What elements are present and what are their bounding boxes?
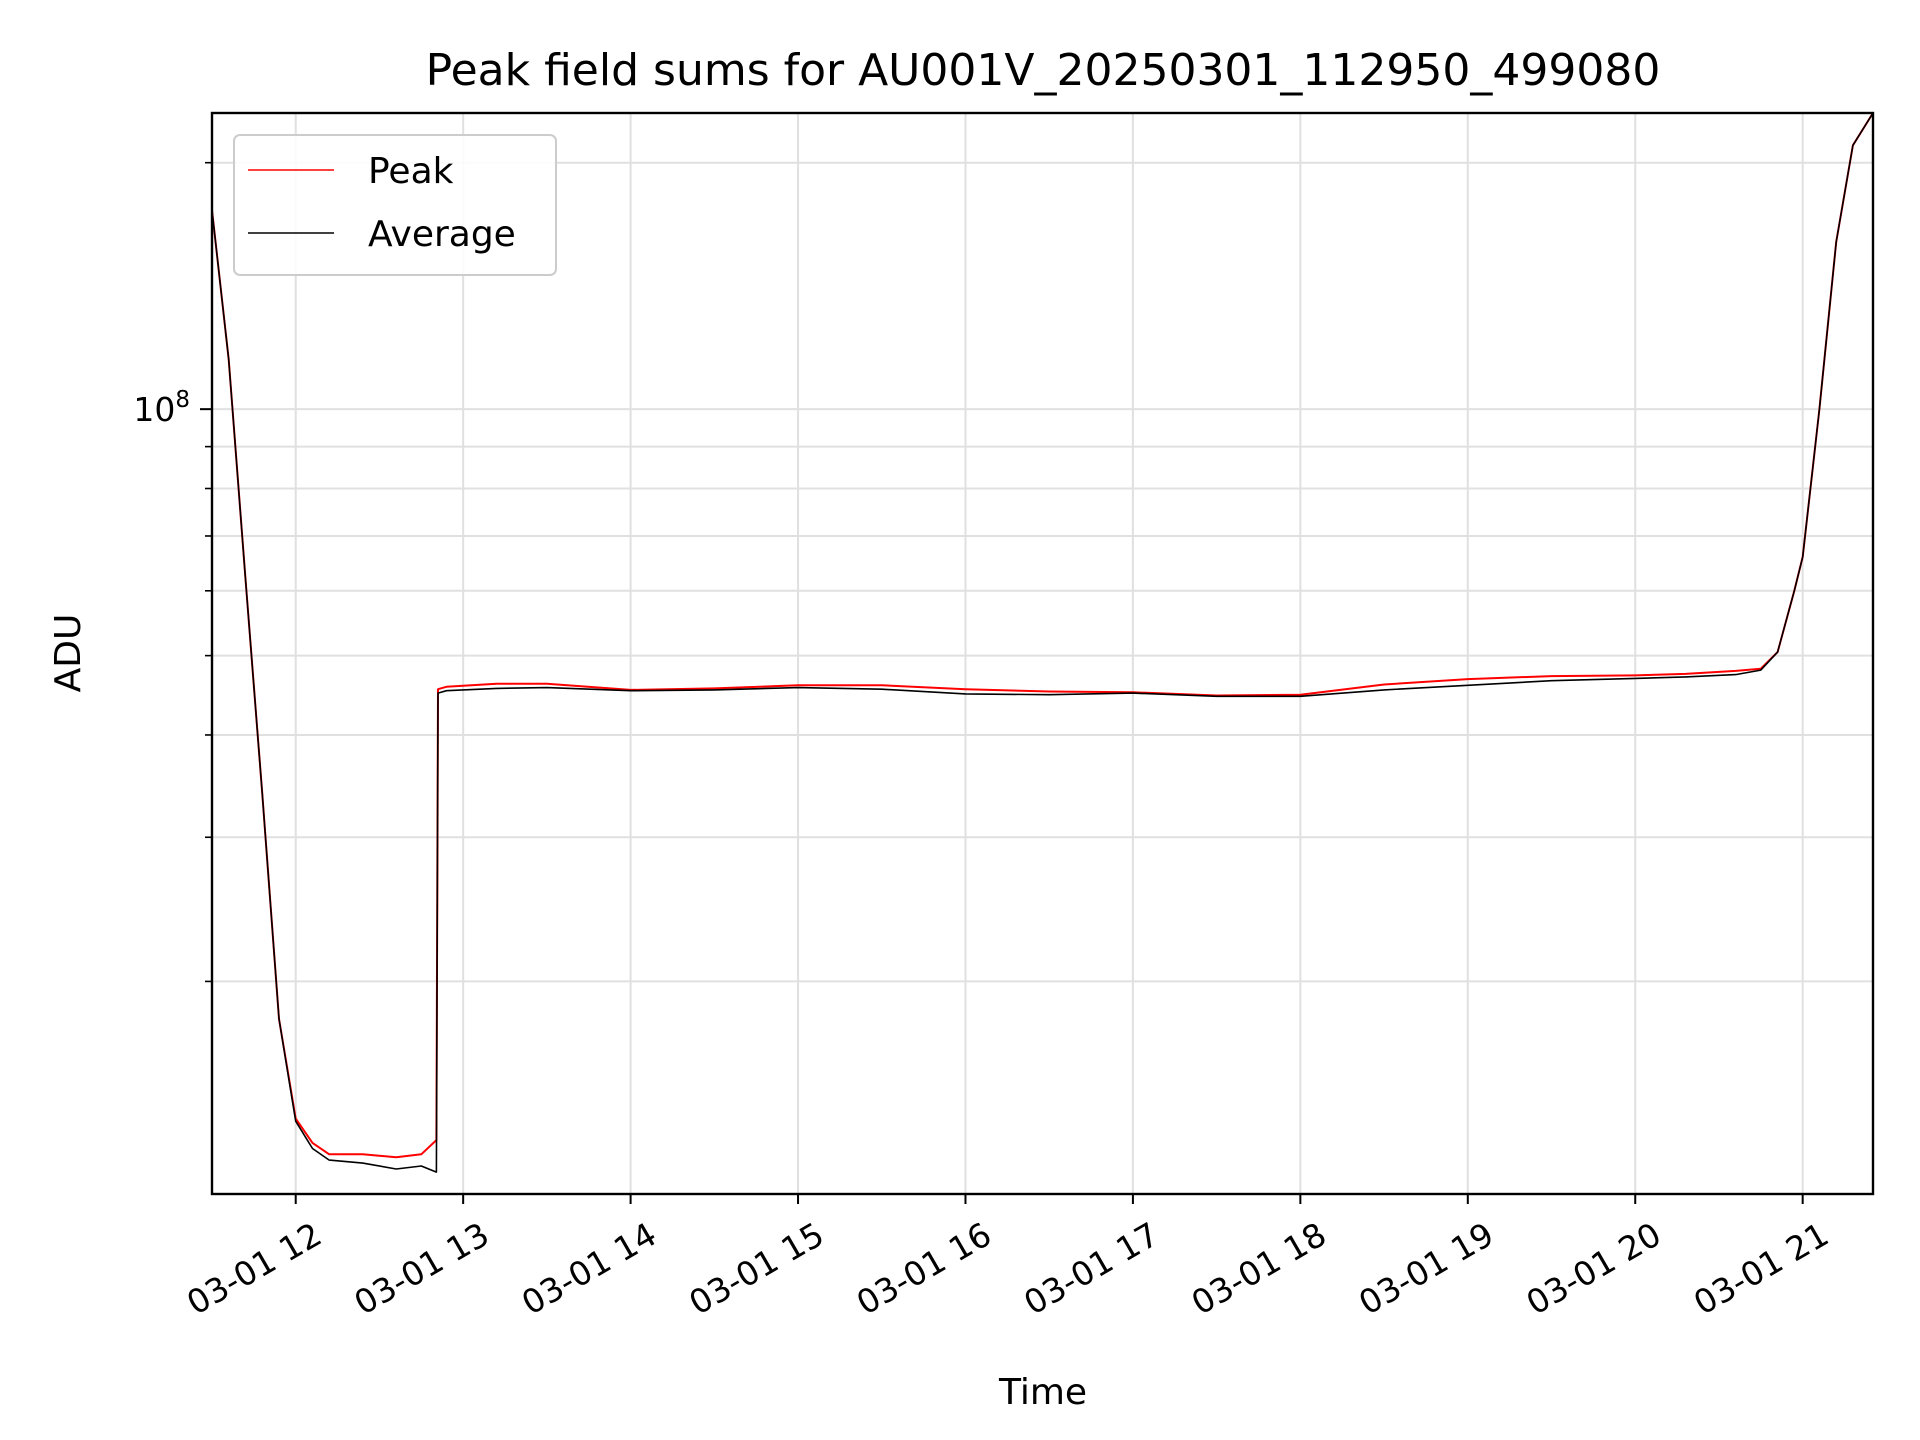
legend-label-average: Average <box>368 214 516 255</box>
grid <box>212 113 1873 1194</box>
y-tick-label: 108 <box>133 387 190 429</box>
x-tick-label: 03-01 13 <box>348 1215 496 1323</box>
series-line-average <box>212 113 1873 1173</box>
plot-frame <box>210 111 1875 1196</box>
x-tick-label: 03-01 14 <box>515 1215 663 1323</box>
y-axis: 108 <box>133 161 212 983</box>
legend-label-peak: Peak <box>368 151 454 192</box>
x-axis: 03-01 12 03-01 13 03-01 14 03-01 15 03-01 16… <box>180 1194 1835 1323</box>
x-tick-label: 03-01 12 <box>180 1215 328 1323</box>
x-tick-label: 03-01 18 <box>1185 1215 1333 1323</box>
chart-title: Peak field sums for AU001V_20250301_1129… <box>426 45 1661 96</box>
x-tick-label: 03-01 19 <box>1352 1215 1500 1323</box>
x-tick-label: 03-01 21 <box>1687 1215 1835 1323</box>
x-tick-label: 03-01 17 <box>1017 1215 1165 1323</box>
series-layer <box>212 113 1873 1173</box>
x-tick-label: 03-01 16 <box>850 1215 998 1323</box>
y-axis-label: ADU <box>48 614 89 693</box>
x-tick-label: 03-01 15 <box>682 1215 830 1323</box>
x-axis-label: Time <box>998 1372 1087 1413</box>
x-tick-label: 03-01 20 <box>1520 1215 1668 1323</box>
legend: Peak Average <box>233 134 557 276</box>
